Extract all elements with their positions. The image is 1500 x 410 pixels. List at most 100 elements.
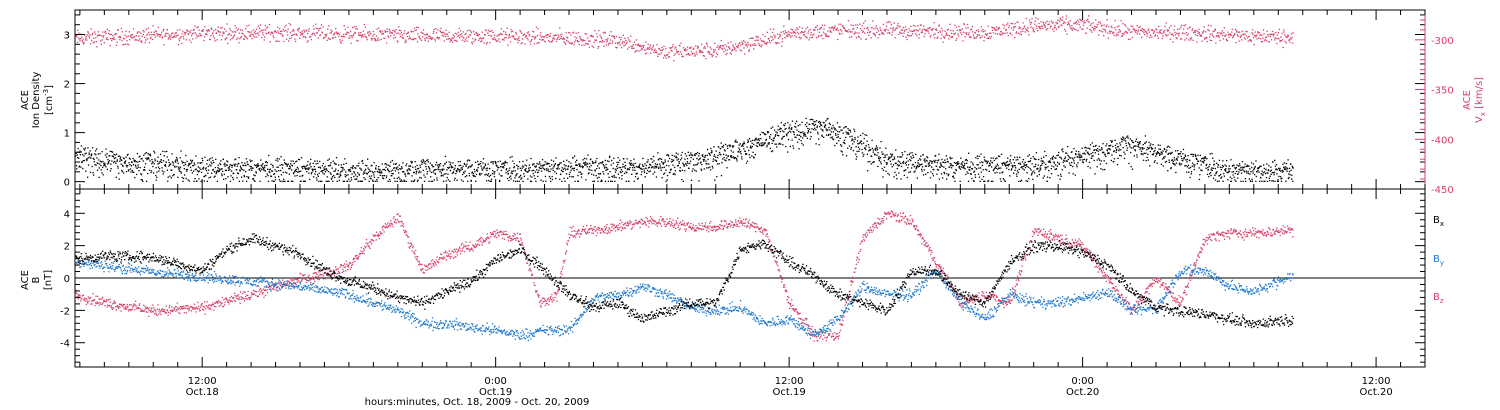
ion-density-point [1031, 173, 1033, 175]
ion-density-point [678, 161, 680, 163]
ion-density-point [863, 153, 865, 156]
vx-point [587, 37, 589, 39]
ion-density-point [528, 164, 530, 166]
ion-density-point [785, 133, 788, 136]
ion-density-point [846, 132, 848, 134]
ion-density-point [393, 177, 395, 179]
ion-density-point [515, 180, 517, 182]
vx-point [700, 51, 702, 53]
ion-density-point [137, 161, 139, 163]
ion-density-point [992, 180, 994, 182]
ion-density-point [152, 172, 155, 174]
ion-density-point [224, 162, 226, 164]
vx-point [97, 35, 99, 37]
ion-density-point [879, 147, 881, 149]
vx-point [1022, 30, 1024, 33]
ion-density-point [101, 172, 103, 174]
ion-density-point [911, 152, 913, 154]
ion-density-point [308, 167, 311, 169]
vx-point [1286, 36, 1289, 38]
ion-density-point [503, 164, 506, 166]
ion-density-point [431, 164, 433, 166]
vx-point [853, 33, 855, 35]
vx-point [497, 40, 499, 42]
vx-point [1098, 34, 1100, 36]
vx-point [858, 36, 861, 38]
ion-density-point [898, 172, 900, 174]
vx-point [230, 30, 232, 32]
vx-point [806, 37, 808, 39]
vx-point [771, 31, 774, 34]
ion-density-point [866, 153, 868, 155]
ion-density-point [661, 166, 664, 169]
vx-point [1090, 29, 1092, 32]
ion-density-point [745, 153, 747, 155]
ion-density-point [177, 176, 179, 178]
ion-density-point [569, 171, 571, 173]
vx-point [1243, 34, 1245, 36]
ion-density-point [937, 160, 939, 162]
ion-density-point [587, 173, 590, 175]
ion-density-point [576, 168, 578, 171]
vx-point [151, 34, 153, 36]
ion-density-point [786, 133, 788, 135]
vx-point [1162, 31, 1165, 33]
vx-point [537, 28, 539, 30]
ion-density-point [904, 169, 906, 172]
ion-density-point [1005, 164, 1007, 166]
vx-point [901, 32, 903, 34]
ion-density-point [342, 167, 344, 169]
ion-density-point [931, 166, 933, 168]
ion-density-point [881, 153, 884, 155]
vx-point [1094, 28, 1096, 30]
vx-point [1104, 29, 1106, 31]
ion-density-point [339, 175, 341, 177]
ion-density-point [228, 167, 230, 169]
vx-point [716, 52, 718, 54]
vx-point [762, 33, 764, 36]
ion-density-point [781, 137, 783, 139]
ion-density-point [531, 170, 533, 172]
ion-density-point [946, 178, 948, 180]
vx-point [1030, 21, 1033, 24]
vx-point [454, 39, 456, 42]
vx-point [701, 51, 703, 53]
vx-point [781, 45, 783, 47]
ion-density-point [688, 154, 691, 157]
vx-point [384, 37, 386, 39]
ion-density-point [80, 166, 82, 168]
vx-point [551, 41, 553, 43]
vx-point [1274, 39, 1276, 41]
vx-point [939, 30, 941, 32]
vx-point [787, 34, 789, 36]
ion-density-point [293, 171, 295, 174]
ion-density-point [442, 175, 444, 177]
ion-density-point [1003, 179, 1005, 181]
ion-density-point [657, 159, 659, 161]
vx-point [184, 34, 186, 36]
ion-density-point [139, 160, 141, 163]
vx-point [755, 44, 757, 46]
ion-density-point [398, 164, 400, 166]
vx-point [156, 35, 159, 37]
ion-density-point [432, 165, 434, 168]
ion-density-point [137, 166, 139, 168]
vx-point [333, 34, 335, 36]
ion-density-point [78, 157, 80, 159]
ion-density-point [715, 160, 718, 162]
vx-point [718, 48, 720, 50]
vx-point [1233, 34, 1235, 36]
ion-density-point [407, 173, 409, 175]
vx-point [879, 33, 881, 36]
ion-density-point [612, 176, 614, 178]
ion-density-point [387, 168, 389, 170]
ion-density-point [169, 175, 171, 177]
vx-point [285, 24, 287, 26]
ion-density-point [394, 167, 396, 169]
ion-density-point [274, 169, 276, 171]
ion-density-point [381, 171, 383, 174]
vx-point [322, 37, 325, 39]
ion-density-point [501, 163, 503, 165]
ion-density-point [617, 173, 619, 175]
ion-density-point [485, 173, 487, 176]
